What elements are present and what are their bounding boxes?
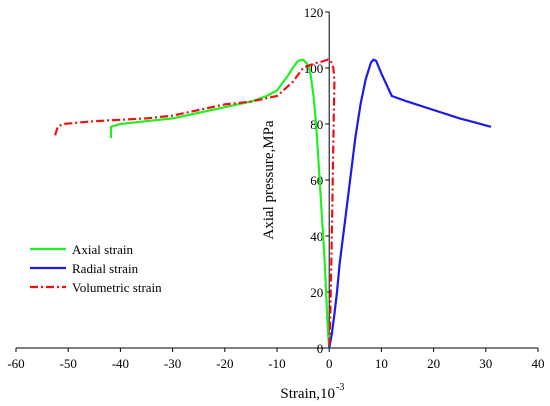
series-line-axial-strain [109, 58, 331, 349]
y-tick-label: 20 [310, 285, 323, 300]
x-tick-label: 0 [326, 356, 333, 371]
x-tick-label: -40 [112, 356, 129, 371]
x-axis-title-exponent: -3 [336, 382, 344, 393]
y-axis-title: Axial pressure,MPa [261, 120, 277, 239]
x-tick-label: 40 [532, 356, 545, 371]
x-tick-label: -60 [7, 356, 24, 371]
y-tick-label: 0 [317, 341, 324, 356]
x-tick-label: 10 [375, 356, 388, 371]
y-tick-label: 40 [310, 229, 323, 244]
series-line-radial-strain [328, 58, 492, 349]
x-tick-label: 20 [427, 356, 440, 371]
x-axis: -60 -50 -40 -30 -20 -10 0 10 20 30 40 [7, 347, 545, 371]
legend-label: Axial strain [72, 242, 134, 257]
x-tick-label: -10 [268, 356, 285, 371]
x-tick-label: -20 [216, 356, 233, 371]
legend-label: Radial strain [72, 261, 139, 276]
x-tick-label: -50 [60, 356, 77, 371]
x-tick-label: -30 [164, 356, 181, 371]
series-line-volumetric-strain [54, 58, 336, 349]
series-layer [54, 58, 492, 349]
x-axis-title: Strain,10 [280, 386, 335, 402]
legend-label: Volumetric strain [72, 280, 162, 295]
y-tick-label: 120 [304, 5, 324, 20]
x-tick-label: 30 [479, 356, 492, 371]
legend: Axial strain Radial strain Volumetric stra… [30, 242, 162, 295]
y-tick-label: 60 [310, 173, 323, 188]
